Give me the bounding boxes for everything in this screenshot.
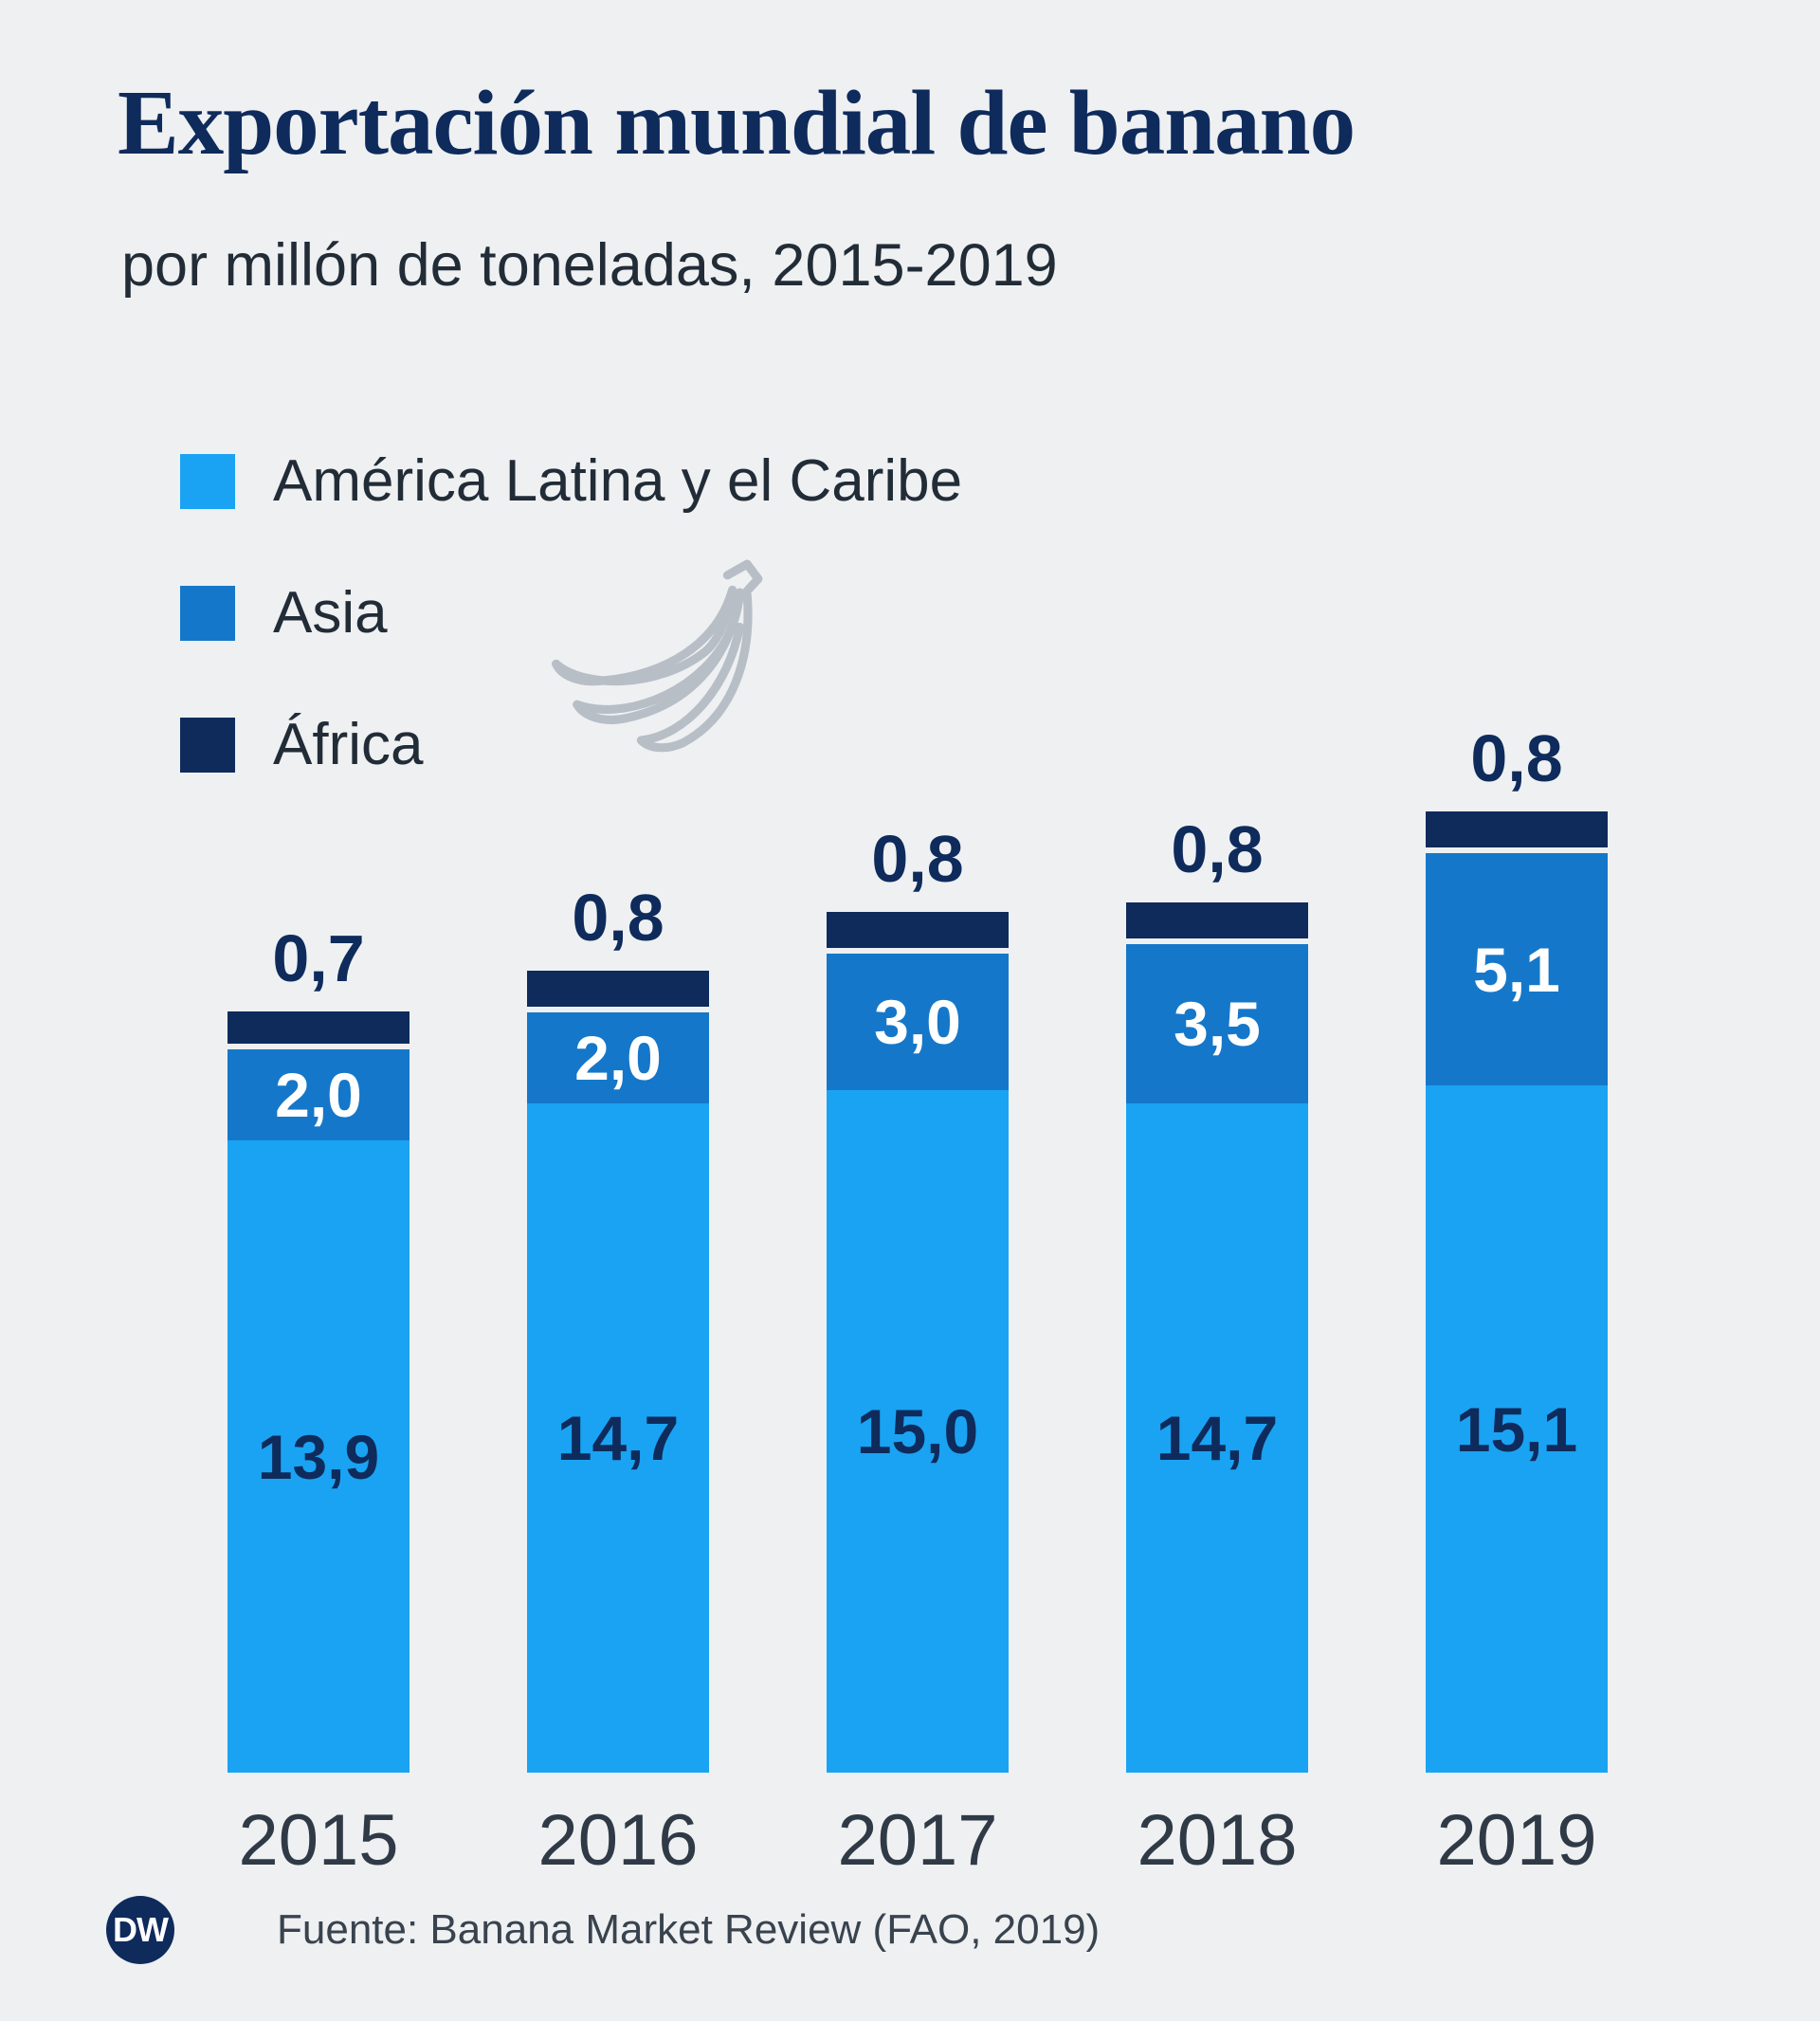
bar-2016: 0,8 2,0 14,7	[527, 880, 709, 1773]
bar-segment-latam-2018: 14,7	[1126, 1103, 1308, 1773]
legend-swatch-latam	[180, 453, 235, 509]
chart-title: Exportación mundial de banano	[118, 72, 1356, 173]
dw-logo: DW	[106, 1896, 174, 1964]
bar-segment-africa-2017	[827, 912, 1009, 948]
value-label-africa-2015: 0,7	[272, 921, 365, 995]
bar-segment-asia-2019: 5,1	[1426, 853, 1608, 1085]
bar-segment-latam-2019: 15,1	[1426, 1085, 1608, 1773]
bar-segment-asia-2015: 2,0	[228, 1049, 410, 1140]
x-tick-2016: 2016	[537, 1800, 699, 1881]
legend-item-africa: África	[180, 711, 962, 778]
legend-label-africa: África	[273, 712, 424, 777]
bar-segment-asia-2018: 3,5	[1126, 944, 1308, 1103]
bar-segment-asia-2016: 2,0	[527, 1012, 709, 1103]
value-label-africa-2016: 0,8	[572, 881, 664, 955]
bar-segment-latam-2017: 15,0	[827, 1090, 1009, 1773]
bar-chart: 0,7 2,0 13,9 0,8 2,0 14,7 0,8 3,0 15,0 0,8 3,5 14,7…	[228, 709, 1608, 1773]
bar-segment-latam-2016: 14,7	[527, 1103, 709, 1773]
banana-icon	[552, 559, 763, 753]
bar-segment-africa-2015	[228, 1011, 410, 1044]
chart-subtitle: por millón de toneladas, 2015-2019	[121, 232, 1058, 299]
value-label-africa-2018: 0,8	[1171, 812, 1264, 886]
bar-segment-asia-2017: 3,0	[827, 954, 1009, 1090]
bar-segment-latam-2015: 13,9	[228, 1140, 410, 1773]
value-label-africa-2017: 0,8	[871, 822, 964, 896]
legend: América Latina y el Caribe Asia África	[180, 447, 962, 778]
bar-2015: 0,7 2,0 13,9	[228, 920, 410, 1773]
dw-logo-text: DW	[113, 1910, 169, 1949]
x-axis: 2015 2016 2017 2018 2019	[228, 1799, 1608, 1882]
bar-segment-africa-2019	[1426, 811, 1608, 847]
value-label-africa-2019: 0,8	[1470, 721, 1563, 795]
legend-swatch-africa	[180, 717, 235, 773]
x-tick-2015: 2015	[238, 1800, 399, 1881]
legend-label-latam: América Latina y el Caribe	[273, 448, 963, 514]
legend-item-latam: América Latina y el Caribe	[180, 447, 962, 515]
bar-segment-africa-2018	[1126, 902, 1308, 938]
bar-2018: 0,8 3,5 14,7	[1126, 811, 1308, 1773]
x-tick-2017: 2017	[837, 1800, 998, 1881]
bar-2017: 0,8 3,0 15,0	[827, 821, 1009, 1773]
x-tick-2019: 2019	[1436, 1800, 1597, 1881]
legend-label-asia: Asia	[273, 580, 388, 646]
legend-swatch-asia	[180, 585, 235, 641]
bar-2019: 0,8 5,1 15,1	[1426, 720, 1608, 1773]
source-text: Fuente: Banana Market Review (FAO, 2019)	[277, 1906, 1101, 1953]
x-tick-2018: 2018	[1137, 1800, 1298, 1881]
bar-segment-africa-2016	[527, 971, 709, 1007]
legend-item-asia: Asia	[180, 579, 962, 646]
